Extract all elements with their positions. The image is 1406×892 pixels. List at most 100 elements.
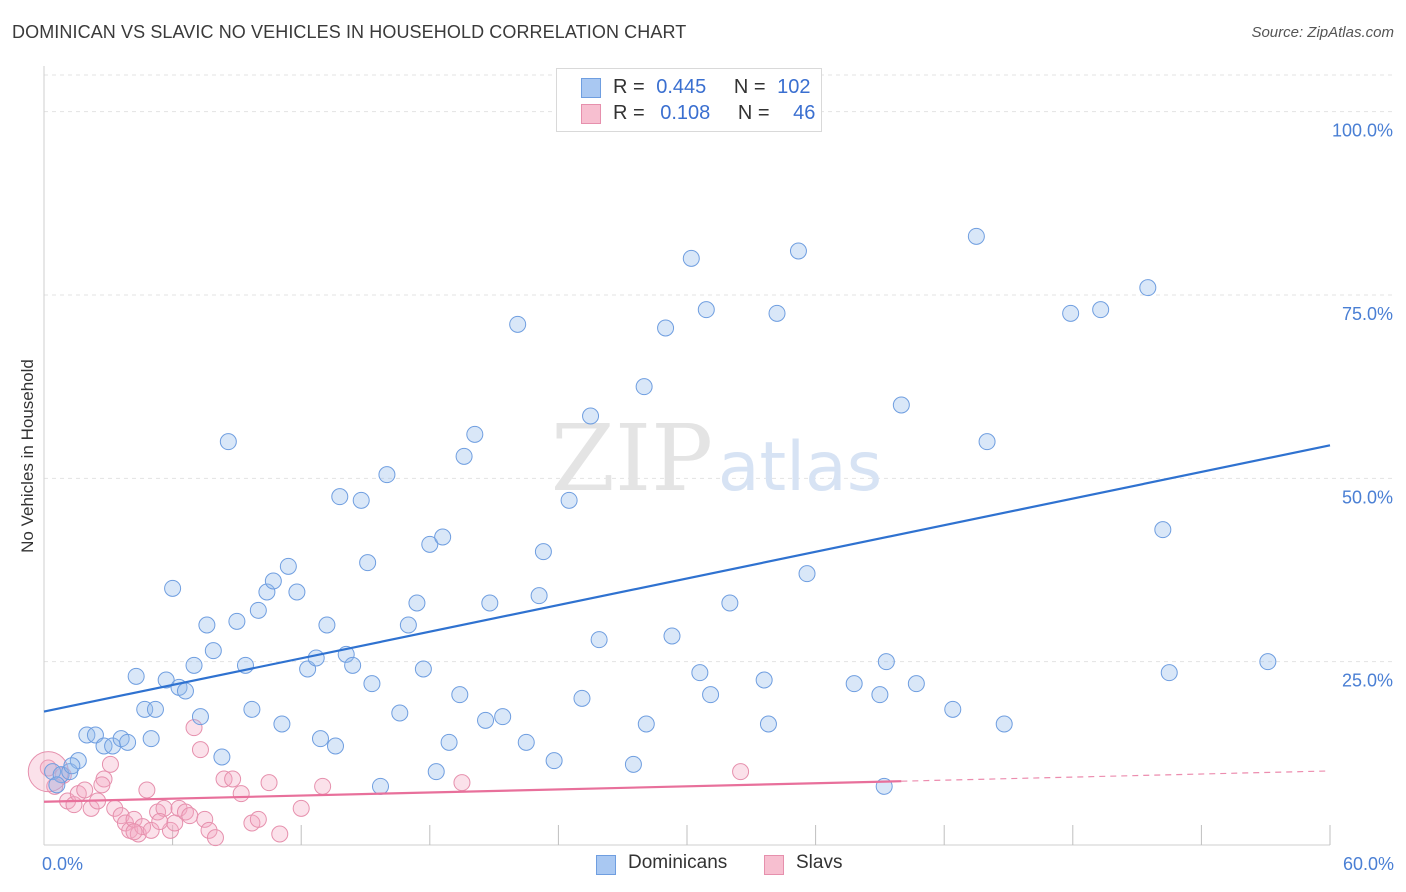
dominicans-point bbox=[344, 656, 362, 674]
dominicans-point bbox=[944, 700, 962, 718]
dominicans-point bbox=[157, 671, 175, 689]
y-tick-label: 50.0% bbox=[1342, 487, 1393, 507]
slavs-point bbox=[101, 755, 119, 773]
gridlines bbox=[44, 74, 1392, 663]
dominicans-point bbox=[534, 543, 552, 561]
slavs-point bbox=[76, 781, 94, 799]
dominicans-point bbox=[759, 715, 777, 733]
dominicans-point bbox=[372, 777, 390, 795]
legend-n-label: N = bbox=[733, 76, 766, 98]
dominicans-point bbox=[798, 565, 816, 583]
dominicans-point bbox=[1160, 664, 1178, 682]
dominicans-point bbox=[164, 579, 182, 597]
dominicans-point bbox=[637, 715, 655, 733]
dominicans-point bbox=[78, 726, 96, 744]
dominicans-point bbox=[176, 682, 194, 700]
dominicans-point bbox=[228, 612, 246, 630]
dominicans-point bbox=[995, 715, 1013, 733]
dominicans-point bbox=[359, 554, 377, 572]
dominicans-point bbox=[378, 466, 396, 484]
chart-title: DOMINICAN VS SLAVIC NO VEHICLES IN HOUSE… bbox=[12, 22, 687, 42]
slavs-point bbox=[292, 799, 310, 817]
dominicans-point bbox=[198, 616, 216, 634]
correlation-legend: R = 0.445 N = 102 R = 0.108 N = 46 bbox=[556, 68, 822, 132]
dominicans-point bbox=[119, 733, 137, 751]
dominicans-point bbox=[1139, 279, 1157, 297]
slavs-point bbox=[732, 763, 750, 781]
legend-r-label: R = bbox=[613, 102, 645, 124]
dominicans-point bbox=[48, 776, 66, 794]
dominicans-trend-line bbox=[43, 444, 1331, 713]
dominicans-point bbox=[682, 249, 700, 267]
dominicans-point bbox=[434, 528, 452, 546]
legend-n-value: 46 bbox=[793, 102, 816, 124]
dominicans-point bbox=[907, 675, 925, 693]
slavs-trend-extension bbox=[901, 770, 1331, 782]
dominicans-point bbox=[697, 301, 715, 319]
dominicans-points bbox=[44, 227, 1277, 795]
axes bbox=[43, 66, 1331, 846]
dominicans-point bbox=[466, 425, 484, 443]
dominicans-point bbox=[702, 686, 720, 704]
dominicans-point bbox=[657, 319, 675, 337]
dominicans-point bbox=[481, 594, 499, 612]
dominicans-point bbox=[440, 733, 458, 751]
slavs-points bbox=[27, 719, 750, 847]
dominicans-point bbox=[273, 715, 291, 733]
dominicans-point bbox=[258, 583, 276, 601]
trend-lines bbox=[43, 444, 1331, 803]
dominicans-point bbox=[219, 433, 237, 451]
dominicans-point bbox=[311, 730, 329, 748]
dominicans-point bbox=[243, 700, 261, 718]
dominicans-point bbox=[408, 594, 426, 612]
slavs-point bbox=[93, 776, 111, 794]
dominicans-point bbox=[185, 656, 203, 674]
series-label-dominicans: Dominicans bbox=[628, 852, 728, 873]
dominicans-point bbox=[279, 557, 297, 575]
slavs-point bbox=[200, 821, 218, 839]
slavs-point bbox=[206, 829, 224, 847]
tick-labels: 25.0% 50.0% 75.0% 100.0% 0.0% 60.0% bbox=[42, 121, 1394, 874]
dominicans-point bbox=[204, 642, 222, 660]
dominicans-point bbox=[1259, 653, 1277, 671]
legend-r-label: R = bbox=[613, 76, 645, 98]
slavs-point bbox=[134, 818, 152, 836]
watermark-atlas: atlas bbox=[718, 428, 882, 507]
dominicans-point bbox=[414, 660, 432, 678]
dominicans-point bbox=[1154, 521, 1172, 539]
dominicans-point bbox=[789, 242, 807, 260]
dominicans-point bbox=[326, 737, 344, 755]
dominicans-point bbox=[530, 587, 548, 605]
slavs-point bbox=[151, 813, 169, 831]
legend-r-value: 0.108 bbox=[660, 102, 711, 124]
dominicans-point bbox=[363, 675, 381, 693]
slavs-point bbox=[142, 821, 160, 839]
dominicans-point bbox=[352, 491, 370, 509]
dominicans-point bbox=[978, 433, 996, 451]
x-tick-label: 60.0% bbox=[1343, 854, 1394, 874]
y-tick-label: 100.0% bbox=[1332, 121, 1393, 141]
dominicans-point bbox=[191, 708, 209, 726]
dominicans-point bbox=[331, 488, 349, 506]
series-label-slavs: Slavs bbox=[796, 852, 843, 873]
watermark-zip: ZIP bbox=[551, 405, 713, 512]
y-tick-label: 75.0% bbox=[1342, 304, 1393, 324]
dominicans-point bbox=[127, 667, 145, 685]
dominicans-point bbox=[288, 583, 306, 601]
dominicans-point bbox=[63, 757, 81, 775]
slavs-point bbox=[125, 823, 143, 841]
x-tick-label: 0.0% bbox=[42, 854, 83, 874]
dominicans-point bbox=[451, 686, 469, 704]
slavs-point bbox=[260, 774, 278, 792]
dominicans-point bbox=[399, 616, 417, 634]
dominicans-point bbox=[307, 649, 325, 667]
slavs-point bbox=[314, 777, 332, 795]
legend-swatch-slavs bbox=[581, 104, 601, 124]
dominicans-point bbox=[755, 671, 773, 689]
slavs-point bbox=[249, 810, 267, 828]
dominicans-point bbox=[1092, 301, 1110, 319]
dominicans-point bbox=[95, 737, 113, 755]
dominicans-point bbox=[494, 708, 512, 726]
dominicans-point bbox=[967, 227, 985, 245]
